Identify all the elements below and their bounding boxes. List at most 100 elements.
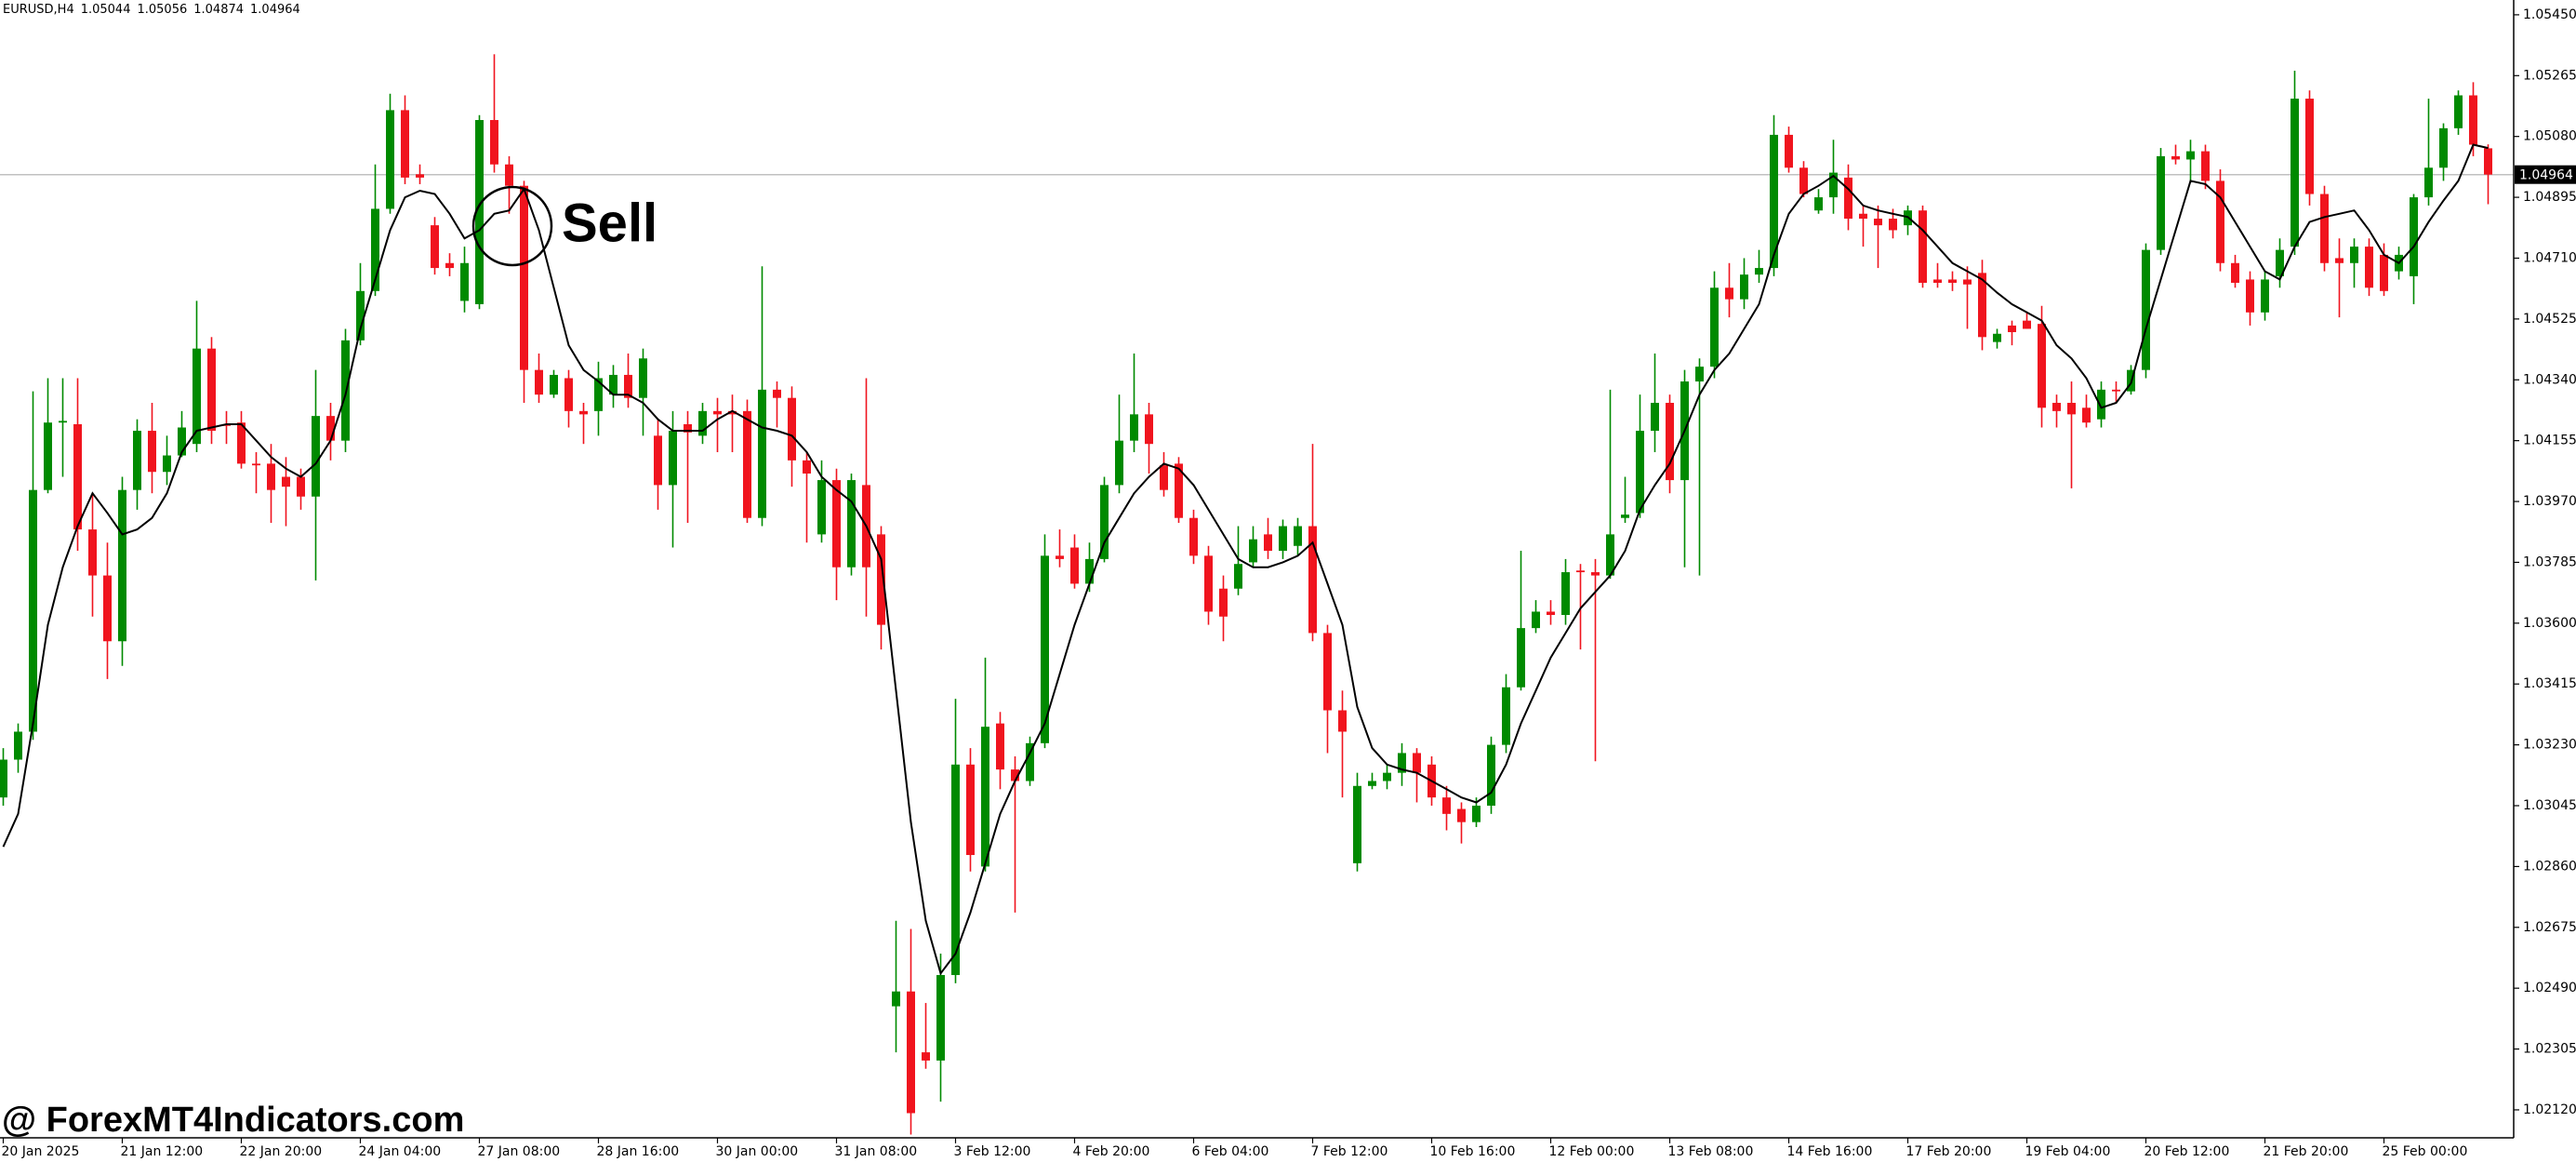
axes: 1.05450 1.05265 1.05080 1.04895 1.04710 1.045… (0, 7, 2576, 1159)
candle-body (490, 120, 498, 165)
candle-body (1368, 781, 1376, 786)
sell-circle (471, 185, 553, 267)
chart-header: EURUSD,H4 1.05044 1.05056 1.04874 1.04964 (3, 3, 300, 17)
candle-body (460, 262, 469, 301)
candle-body (1041, 555, 1049, 743)
x-tick-label: 19 Feb 04:00 (2025, 1144, 2111, 1159)
candle-body (1532, 611, 1540, 629)
candle-body (1026, 742, 1034, 781)
candle-body (2380, 254, 2388, 291)
candle-body (1517, 628, 1525, 688)
candle-body (267, 463, 275, 490)
candle-body (892, 991, 900, 1007)
candle-body (907, 991, 915, 1114)
candle-body (2008, 325, 2016, 333)
x-tick-label: 31 Jan 08:00 (835, 1144, 918, 1159)
candle-body (550, 374, 558, 395)
candle-body (297, 476, 305, 497)
candle-body (386, 110, 394, 209)
candle-body (847, 480, 856, 568)
candle-body (1919, 210, 1927, 283)
y-tick-label: 1.03415 (2523, 676, 2576, 691)
candle-body (788, 397, 796, 461)
candle-body (1189, 517, 1198, 556)
candle-body (237, 422, 246, 464)
moving-average-line (2, 143, 2489, 976)
y-tick-label: 1.05265 (2523, 68, 2576, 83)
x-tick-label: 4 Feb 20:00 (1073, 1144, 1150, 1159)
candle-body (1576, 570, 1585, 573)
candle-body (684, 423, 692, 433)
candle-body (2365, 247, 2373, 288)
candle-body (1130, 414, 1138, 441)
candle-body (475, 120, 484, 304)
y-tick-label: 1.04525 (2523, 312, 2576, 327)
candle-body (2171, 155, 2180, 160)
candle-body (936, 975, 945, 1061)
candle-body (1323, 633, 1332, 711)
current-price-tag (2515, 165, 2576, 184)
candle-body (193, 348, 201, 445)
candle-body (118, 489, 126, 642)
y-tick-label: 1.04895 (2523, 190, 2576, 205)
candle-body (1160, 465, 1168, 490)
candle-body (2067, 402, 2076, 415)
candle-body (326, 416, 335, 441)
header-symbol: EURUSD,H4 (3, 3, 74, 17)
y-tick-label: 1.05080 (2523, 129, 2576, 144)
candle-body (624, 374, 632, 398)
y-tick-label: 1.04340 (2523, 372, 2576, 387)
x-tick-label: 21 Feb 20:00 (2264, 1144, 2349, 1159)
candle-body (2157, 155, 2165, 250)
candle-body (1249, 539, 1257, 563)
candle-body (2335, 258, 2344, 263)
candle-body (1829, 172, 1838, 198)
candle-body (2052, 402, 2061, 411)
candle-body (1814, 197, 1823, 211)
candle-body (1993, 333, 2001, 342)
candle-body (1100, 485, 1109, 559)
candle-body (1085, 558, 1094, 584)
candle-body (1070, 547, 1079, 584)
candle-body (2082, 407, 2091, 423)
y-tick-label: 1.03785 (2523, 554, 2576, 569)
candle-body (312, 416, 320, 497)
candle-body (743, 410, 751, 518)
current-price-label: 1.04964 (2519, 168, 2573, 183)
candle-body (1011, 769, 1019, 781)
x-tick-label: 28 Jan 16:00 (597, 1144, 680, 1159)
candle-body (431, 225, 439, 269)
candle-body (1889, 219, 1897, 231)
watermark: @ ForexMT4Indicators.com (2, 1101, 464, 1140)
candle-body (1725, 287, 1733, 300)
x-tick-label: 27 Jan 08:00 (478, 1144, 561, 1159)
candle-body (1770, 134, 1778, 269)
y-tick-label: 1.03600 (2523, 616, 2576, 631)
candle-body (1383, 772, 1391, 781)
x-tick-label: 20 Jan 2025 (2, 1144, 80, 1159)
annotation: Sell (562, 193, 657, 253)
candle-body (2023, 320, 2031, 329)
candle-body (713, 410, 722, 415)
candle-body (371, 208, 379, 291)
candle-body (1695, 367, 1704, 382)
x-tick-label: 22 Jan 20:00 (240, 1144, 323, 1159)
candle-body (356, 290, 365, 341)
candle-body (1175, 463, 1183, 518)
candle-body (1487, 744, 1495, 806)
candle-body (817, 480, 826, 535)
candle-body (2216, 180, 2224, 263)
candle-body (1621, 514, 1629, 518)
candle-body (2410, 197, 2418, 276)
candle-body (2261, 279, 2269, 313)
candle-body (445, 262, 454, 269)
x-tick-label: 13 Feb 08:00 (1668, 1144, 1754, 1159)
candle-body (1859, 213, 1867, 220)
candle-body (282, 476, 290, 488)
y-tick-label: 1.04710 (2523, 250, 2576, 265)
y-tick-label: 1.02120 (2523, 1102, 2576, 1117)
candle-body (803, 460, 811, 474)
candle-body (2424, 167, 2433, 198)
candle-body (2291, 99, 2299, 247)
